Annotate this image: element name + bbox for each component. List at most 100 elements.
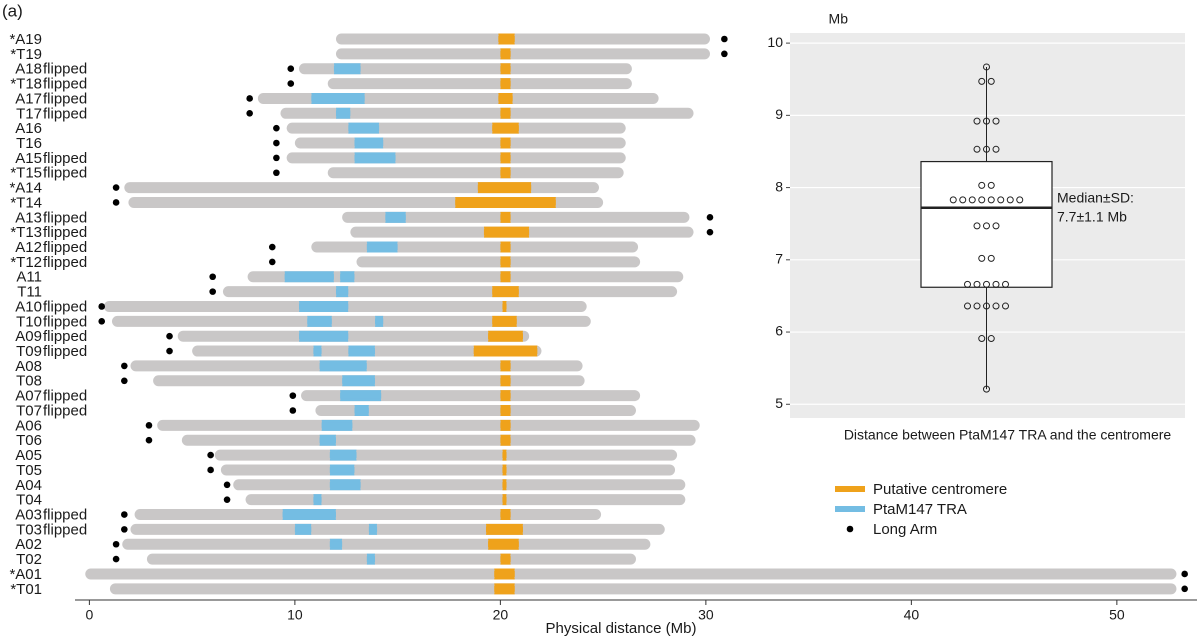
long-arm-dot — [1181, 585, 1188, 593]
legend-label: Long Arm — [873, 521, 937, 538]
row-note: flipped — [43, 76, 87, 93]
long-arm-dot — [273, 139, 280, 147]
row-label: *T18 — [10, 76, 42, 93]
legend-label: PtaM147 TRA — [873, 501, 967, 518]
row-note: flipped — [43, 239, 87, 256]
data-point — [983, 145, 990, 153]
tra-segment-core — [354, 140, 384, 147]
tra-segment-core — [313, 348, 322, 355]
row-label: A06 — [15, 417, 42, 434]
long-arm-dot — [287, 65, 295, 73]
data-point — [1016, 196, 1024, 204]
chromosome — [335, 33, 710, 45]
row-note: flipped — [43, 150, 87, 167]
long-arm-dot — [721, 50, 728, 58]
centromere-core — [500, 273, 511, 280]
tra-segment-core — [321, 422, 353, 429]
tra-segment-core — [298, 303, 349, 310]
data-point — [968, 196, 976, 204]
tra-segment-core — [282, 511, 336, 518]
centromere-core — [473, 348, 538, 355]
chromosome — [233, 479, 686, 491]
tra-segment-core — [329, 481, 361, 488]
data-point — [983, 302, 990, 310]
tra-segment-core — [319, 362, 367, 369]
chromosome — [342, 211, 690, 223]
row-label: A02 — [15, 536, 42, 553]
row-label: A03 — [15, 506, 42, 523]
centromere-core — [492, 125, 519, 132]
chromosome — [222, 286, 678, 298]
long-arm-dot — [112, 199, 120, 206]
row-label: A18 — [15, 61, 42, 78]
centromere-core — [492, 318, 517, 325]
chromosome — [247, 271, 684, 283]
long-arm-dot — [98, 303, 106, 310]
tra-segment-core — [335, 110, 351, 117]
data-point — [949, 196, 957, 204]
tra-segment-core — [354, 407, 369, 414]
data-point — [992, 145, 1000, 153]
chromosome — [111, 315, 591, 327]
tra-segment-core — [366, 244, 398, 251]
chromosome — [245, 494, 686, 506]
long-arm-dot — [706, 228, 714, 236]
row-label: A13 — [15, 209, 42, 226]
panel-label: (a) — [2, 1, 23, 20]
row-label: T17 — [16, 105, 42, 122]
centromere-core — [455, 199, 556, 206]
long-arm-dot — [207, 451, 214, 459]
chromosome — [122, 538, 651, 550]
long-arm-dot — [246, 95, 253, 102]
long-arm-dot — [289, 407, 297, 414]
row-label: *T19 — [10, 46, 42, 63]
x-tick-label: 10 — [287, 607, 303, 623]
chromosome — [220, 464, 676, 476]
row-label: T10 — [16, 313, 42, 330]
y-tick-label: 5 — [775, 395, 783, 411]
centromere-core — [502, 481, 507, 488]
tra-segment-core — [329, 452, 357, 459]
centromere-core — [485, 526, 523, 533]
long-arm-dot — [209, 288, 216, 295]
long-arm-dot — [121, 526, 128, 533]
row-note: flipped — [43, 61, 87, 78]
centromere-core — [500, 511, 511, 518]
row-label: A10 — [15, 298, 42, 315]
data-point — [978, 196, 986, 204]
chromosome — [214, 449, 678, 461]
data-point — [973, 302, 981, 310]
y-tick-label: 9 — [775, 106, 783, 122]
tra-segment-core — [340, 273, 355, 280]
chromosome — [157, 419, 700, 431]
centromere-core — [498, 36, 515, 42]
row-label: A05 — [15, 447, 42, 464]
annotation: 7.7±1.1 Mb — [1057, 209, 1127, 225]
row-label: T06 — [16, 432, 42, 449]
chromosome — [311, 241, 639, 253]
data-point — [973, 145, 981, 153]
row-note: flipped — [43, 224, 87, 241]
row-label: A12 — [15, 239, 42, 256]
centromere-core — [502, 496, 507, 503]
data-point — [987, 254, 995, 262]
x-axis-title: Distance between PtaM147 TRA and the cen… — [844, 427, 1172, 443]
long-arm-dot — [121, 511, 128, 518]
centromere-core — [500, 80, 511, 87]
row-note: flipped — [43, 165, 87, 182]
long-arm-dot — [1181, 570, 1188, 578]
data-point — [983, 63, 990, 71]
centromere-core — [500, 258, 511, 265]
row-label: T07 — [16, 402, 42, 419]
centromere-core — [502, 303, 507, 310]
data-point — [992, 302, 1000, 310]
long-arm-dot — [273, 169, 280, 177]
data-point — [987, 77, 995, 85]
centromere-core — [488, 541, 519, 548]
row-label: *T12 — [10, 254, 42, 271]
tra-segment-core — [298, 333, 349, 340]
row-note: flipped — [43, 209, 87, 226]
y-axis-title: Mb — [829, 11, 849, 27]
row-label: A07 — [15, 388, 42, 405]
centromere-core — [500, 422, 511, 429]
